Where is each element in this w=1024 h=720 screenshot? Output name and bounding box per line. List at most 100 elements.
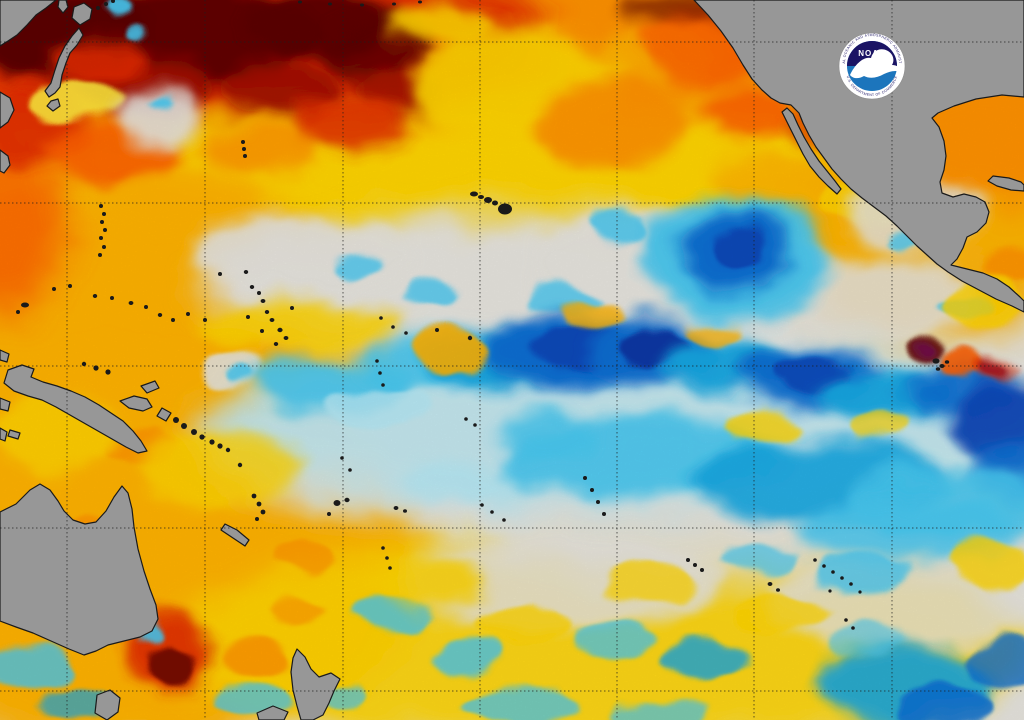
island-speck	[199, 434, 205, 440]
island-speck	[813, 558, 817, 562]
island-speck	[467, 335, 473, 341]
landmass-seram	[0, 397, 11, 412]
island-speck	[237, 462, 243, 468]
island-speck	[104, 2, 108, 6]
island-speck	[391, 325, 395, 329]
island-speck	[217, 443, 223, 449]
island-speck	[100, 220, 104, 224]
island-speck	[96, 6, 100, 10]
landmass-new-guinea	[3, 364, 148, 454]
island-speck	[218, 272, 222, 276]
noaa-seagull-icon	[850, 49, 902, 79]
island-speck	[260, 329, 264, 333]
landmass-new-britain	[119, 395, 153, 412]
landmass-new-zealand-south-island	[256, 705, 289, 720]
island-speck	[260, 509, 266, 515]
island-speck	[851, 626, 855, 630]
island-speck	[348, 468, 352, 472]
island-speck	[243, 154, 247, 158]
landmass-australia	[0, 483, 159, 656]
island-speck	[251, 493, 257, 499]
island-speck	[840, 576, 844, 580]
island-speck	[435, 328, 439, 332]
island-speck	[328, 2, 332, 6]
island-speck	[404, 331, 408, 335]
island-speck	[181, 423, 187, 429]
island-speck	[98, 253, 102, 257]
island-speck	[473, 423, 477, 427]
landmass-halmahera	[0, 349, 10, 363]
island-speck	[333, 500, 341, 506]
landmass-new-ireland	[140, 380, 160, 394]
island-speck	[103, 228, 107, 232]
island-speck	[99, 204, 103, 208]
island-speck	[470, 191, 478, 197]
island-speck	[944, 360, 950, 364]
island-speck	[484, 197, 492, 203]
landmass-bougainville	[156, 407, 172, 422]
island-speck	[52, 287, 56, 291]
island-speck	[290, 306, 294, 310]
island-speck	[858, 590, 862, 594]
island-speck	[111, 0, 115, 3]
island-speck	[492, 200, 498, 206]
island-speck	[68, 284, 72, 288]
island-speck	[264, 310, 270, 314]
island-speck	[243, 270, 249, 274]
landmass-new-caledonia	[220, 523, 250, 547]
island-speck	[378, 371, 382, 375]
island-speck	[21, 302, 29, 308]
island-speck	[700, 568, 704, 572]
island-specks-layer	[16, 0, 950, 630]
island-speck	[102, 245, 106, 249]
island-speck	[16, 310, 20, 314]
landmass-north-america	[693, 0, 1024, 313]
island-speck	[81, 361, 87, 367]
island-speck	[831, 570, 835, 574]
island-speck	[596, 500, 600, 504]
island-speck	[385, 556, 389, 560]
island-speck	[93, 365, 99, 371]
island-speck	[186, 312, 190, 316]
island-speck	[776, 588, 780, 592]
landmass-china-coast	[0, 149, 11, 174]
island-speck	[269, 318, 275, 322]
island-speck	[392, 2, 396, 6]
island-speck	[102, 212, 106, 216]
island-speck	[693, 563, 697, 567]
island-speck	[110, 296, 114, 300]
island-speck	[844, 618, 848, 622]
island-speck	[242, 147, 246, 151]
island-speck	[249, 285, 255, 289]
island-speck	[191, 429, 197, 435]
island-speck	[171, 318, 175, 322]
island-speck	[849, 582, 853, 586]
island-speck	[277, 327, 283, 333]
island-speck	[478, 195, 484, 199]
island-speck	[209, 439, 215, 445]
landmass-hokkaido	[71, 2, 93, 26]
island-speck	[257, 291, 261, 295]
island-speck	[403, 509, 407, 513]
island-speck	[381, 383, 385, 387]
island-speck	[105, 369, 111, 375]
island-speck	[360, 3, 364, 7]
island-speck	[932, 358, 940, 364]
island-speck	[502, 518, 506, 522]
landmass-honshu-japan	[44, 27, 84, 98]
island-speck	[381, 546, 385, 550]
island-speck	[256, 501, 262, 507]
island-speck	[225, 447, 231, 453]
noaa-acronym: NOAA	[858, 49, 886, 58]
island-speck	[583, 476, 587, 480]
island-speck	[375, 359, 379, 363]
landmass-northeast-asia	[0, 0, 57, 47]
island-speck	[144, 305, 148, 309]
island-speck	[686, 558, 690, 562]
island-speck	[283, 336, 289, 340]
island-speck	[388, 566, 392, 570]
island-speck	[99, 236, 103, 240]
